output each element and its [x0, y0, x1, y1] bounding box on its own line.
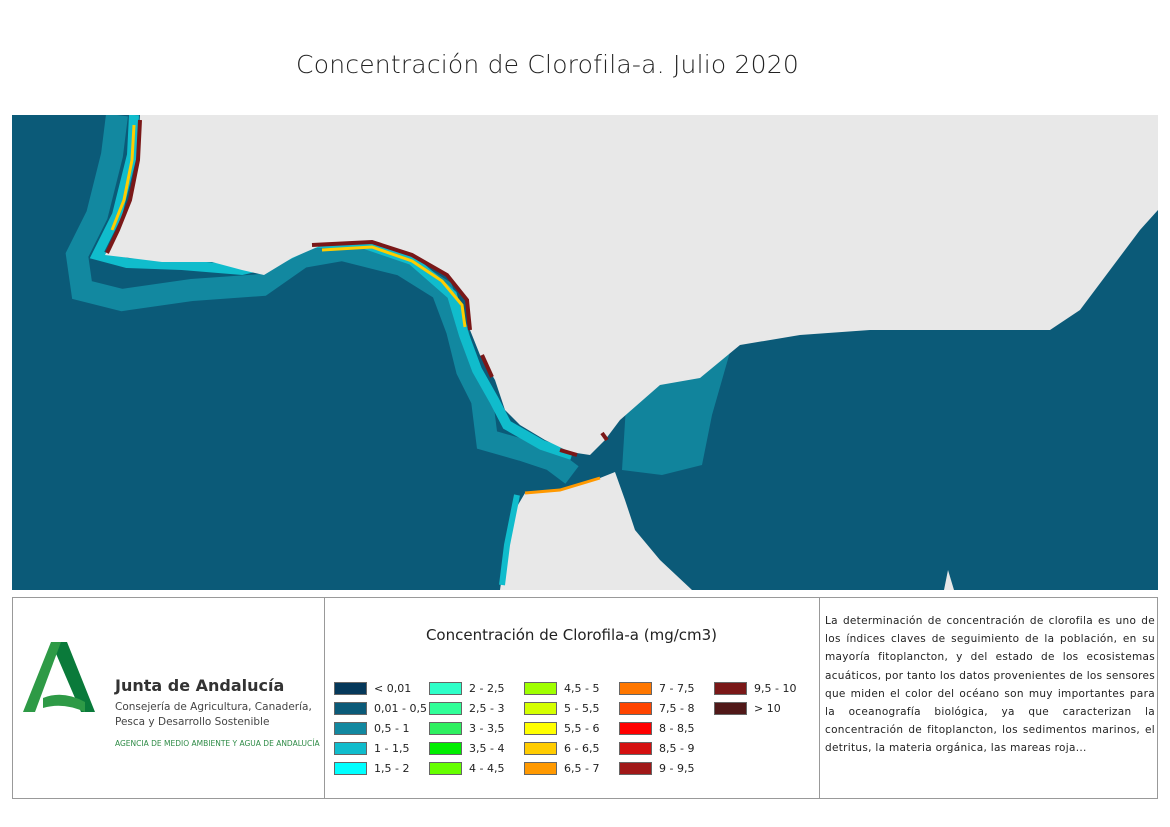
logo-area: Junta de Andalucía Consejería de Agricul…	[13, 598, 325, 798]
legend-label: 3,5 - 4	[469, 742, 505, 755]
legend-swatch	[524, 682, 557, 695]
legend-swatch	[524, 702, 557, 715]
legend-swatch	[524, 762, 557, 775]
legend-label: 6,5 - 7	[564, 762, 600, 775]
legend-label: 8 - 8,5	[659, 722, 695, 735]
legend-item: 9 - 9,5	[619, 762, 694, 775]
legend-swatch	[619, 742, 652, 755]
legend-item: < 0,01	[334, 682, 411, 695]
legend-item: 8 - 8,5	[619, 722, 694, 735]
legend-label: 6 - 6,5	[564, 742, 600, 755]
africa-coast-chl	[524, 476, 601, 495]
legend-label: 2,5 - 3	[469, 702, 505, 715]
legend-swatch	[619, 722, 652, 735]
land-africa	[500, 472, 692, 590]
legend-swatch	[429, 762, 462, 775]
legend-item: 4 - 4,5	[429, 762, 504, 775]
legend-label: 0,5 - 1	[374, 722, 410, 735]
legend-swatch	[429, 742, 462, 755]
legend-item: 1 - 1,5	[334, 742, 409, 755]
logo-department: Consejería de Agricultura, Canadería, Pe…	[115, 701, 312, 728]
legend-item: 4,5 - 5	[524, 682, 599, 695]
land-iberia	[105, 115, 1158, 455]
legend-item: 3 - 3,5	[429, 722, 504, 735]
legend-label: 9 - 9,5	[659, 762, 695, 775]
description-area: La determinación de concentración de clo…	[819, 598, 1159, 798]
legend-item: > 10	[714, 702, 781, 715]
legend-label: 9,5 - 10	[754, 682, 797, 695]
legend: Concentración de Clorofila-a (mg/cm3) < …	[324, 598, 820, 798]
description-text: La determinación de concentración de clo…	[825, 615, 1155, 755]
legend-item: 6,5 - 7	[524, 762, 599, 775]
legend-label: 3 - 3,5	[469, 722, 505, 735]
legend-item: 9,5 - 10	[714, 682, 796, 695]
coastal-mid-chl	[110, 124, 467, 328]
legend-swatch	[714, 682, 747, 695]
legend-item: 0,01 - 0,5	[334, 702, 427, 715]
legend-label: 1 - 1,5	[374, 742, 410, 755]
legend-label: > 10	[754, 702, 781, 715]
legend-swatch	[429, 722, 462, 735]
legend-label: 1,5 - 2	[374, 762, 410, 775]
coastal-high-chl	[105, 119, 609, 457]
legend-item: 7 - 7,5	[619, 682, 694, 695]
map-title: Concentración de Clorofila-a. Julio 2020	[296, 50, 799, 79]
junta-andalucia-logo	[23, 642, 95, 712]
legend-swatch	[334, 702, 367, 715]
legend-item: 5,5 - 6	[524, 722, 599, 735]
legend-item: 2 - 2,5	[429, 682, 504, 695]
legend-item: 7,5 - 8	[619, 702, 694, 715]
legend-swatch	[524, 742, 557, 755]
legend-item: 6 - 6,5	[524, 742, 599, 755]
legend-item: 5 - 5,5	[524, 702, 599, 715]
gulf-patch	[622, 345, 732, 475]
legend-swatch	[429, 702, 462, 715]
legend-swatch	[334, 762, 367, 775]
legend-item: 1,5 - 2	[334, 762, 409, 775]
legend-label: 5,5 - 6	[564, 722, 600, 735]
legend-swatch	[619, 702, 652, 715]
legend-label: 8,5 - 9	[659, 742, 695, 755]
legend-label: 7,5 - 8	[659, 702, 695, 715]
legend-swatch	[429, 682, 462, 695]
legend-swatch	[334, 722, 367, 735]
legend-label: 5 - 5,5	[564, 702, 600, 715]
legend-swatch	[714, 702, 747, 715]
legend-item: 2,5 - 3	[429, 702, 504, 715]
legend-title: Concentración de Clorofila-a (mg/cm3)	[425, 626, 718, 644]
chlorophyll-map	[12, 115, 1158, 590]
legend-label: 0,01 - 0,5	[374, 702, 427, 715]
legend-swatch	[334, 742, 367, 755]
legend-label: 4 - 4,5	[469, 762, 505, 775]
legend-label: 7 - 7,5	[659, 682, 695, 695]
legend-item: 3,5 - 4	[429, 742, 504, 755]
legend-label: < 0,01	[374, 682, 412, 695]
legend-swatch	[619, 682, 652, 695]
logo-agency: AGENCIA DE MEDIO AMBIENTE Y AGUA DE ANDA…	[115, 739, 320, 748]
land-africa-east	[944, 570, 954, 590]
legend-label: 4,5 - 5	[564, 682, 600, 695]
info-panel: Junta de Andalucía Consejería de Agricul…	[12, 597, 1158, 799]
legend-label: 2 - 2,5	[469, 682, 505, 695]
legend-item: 0,5 - 1	[334, 722, 409, 735]
legend-swatch	[334, 682, 367, 695]
logo-name: Junta de Andalucía	[115, 676, 285, 695]
legend-item: 8,5 - 9	[619, 742, 694, 755]
legend-swatch	[524, 722, 557, 735]
legend-swatch	[619, 762, 652, 775]
africa-coast-band	[499, 494, 520, 586]
